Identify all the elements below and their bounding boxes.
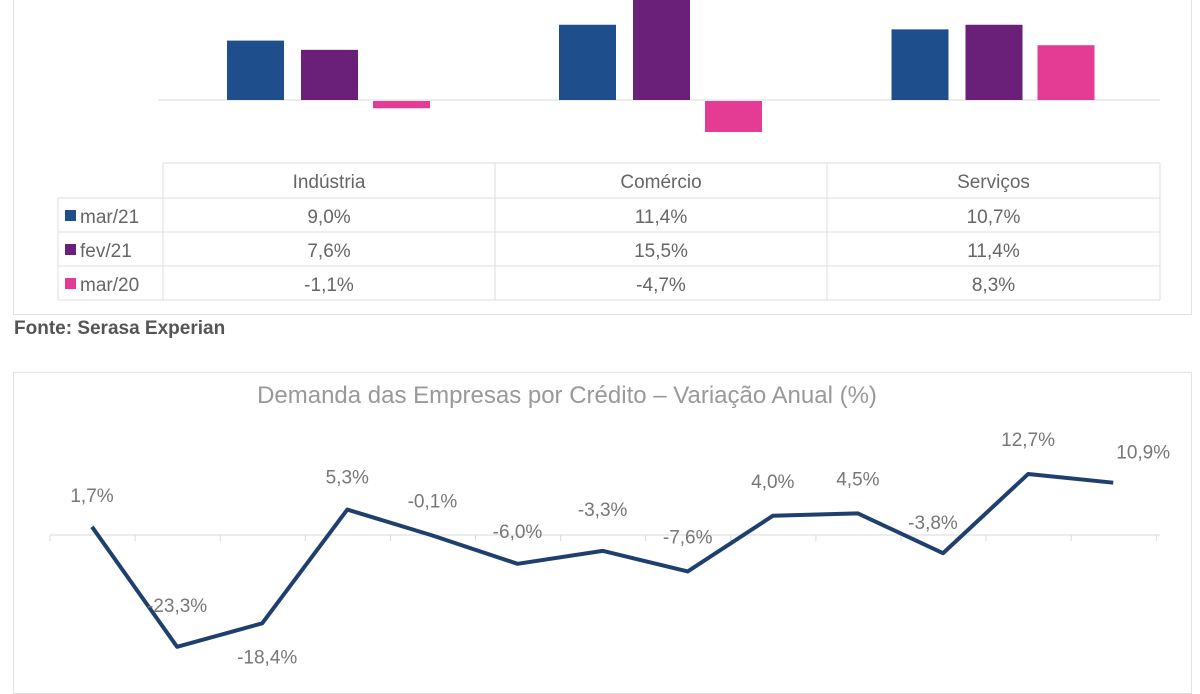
data-label-0: 1,7% (70, 486, 113, 507)
data-label-5: -6,0% (493, 522, 543, 543)
legend-swatch-1 (65, 244, 76, 255)
data-label-1: -23,3% (147, 596, 207, 617)
table-cell: 7,6% (307, 241, 350, 262)
table-header-2: Serviços (957, 172, 1030, 193)
table-cell: 11,4% (635, 207, 688, 228)
bar-mar-20-2 (1038, 45, 1095, 100)
bar-mar-21-0 (227, 41, 284, 100)
legend-swatch-2 (65, 278, 76, 289)
table-cell: 9,0% (307, 207, 350, 228)
charts-svg: Indústria Comércio Serviços mar/21 9,0% 11,4%… (0, 0, 1200, 675)
data-label-10: -3,8% (908, 513, 958, 534)
data-label-7: -7,6% (663, 527, 713, 548)
table-cell: -4,7% (636, 275, 686, 296)
legend-label-0: mar/21 (80, 207, 139, 228)
line-chart-title: Demanda das Empresas por Crédito – Varia… (257, 382, 877, 409)
table-header-1: Comércio (620, 172, 701, 193)
legend-label-2: mar/20 (80, 275, 139, 296)
data-label-6: -3,3% (578, 500, 628, 521)
bar-mar-20-0 (373, 101, 430, 108)
data-label-4: -0,1% (408, 491, 458, 512)
table-header-0: Indústria (293, 172, 366, 193)
data-label-9: 4,5% (836, 469, 879, 490)
table-cell: 15,5% (634, 241, 688, 262)
bar-fev-21-2 (966, 25, 1023, 100)
table-cell: -1,1% (304, 275, 354, 296)
data-label-3: 5,3% (326, 468, 369, 489)
data-label-11: 12,7% (1001, 430, 1055, 451)
bar-fev-21-0 (301, 50, 358, 100)
bar-mar-20-1 (705, 101, 762, 132)
table-cell: 8,3% (972, 275, 1015, 296)
bar-fev-21-1 (633, 0, 690, 100)
bar-mar-21-2 (892, 29, 949, 100)
table-cell: 10,7% (967, 207, 1021, 228)
legend-swatch-0 (65, 210, 76, 221)
table-cell: 11,4% (967, 241, 1020, 262)
legend-label-1: fev/21 (80, 241, 132, 262)
data-label-8: 4,0% (751, 472, 794, 493)
bar-mar-21-1 (559, 25, 616, 100)
data-label-2: -18,4% (237, 647, 297, 668)
data-label-12: 10,9% (1116, 443, 1170, 464)
